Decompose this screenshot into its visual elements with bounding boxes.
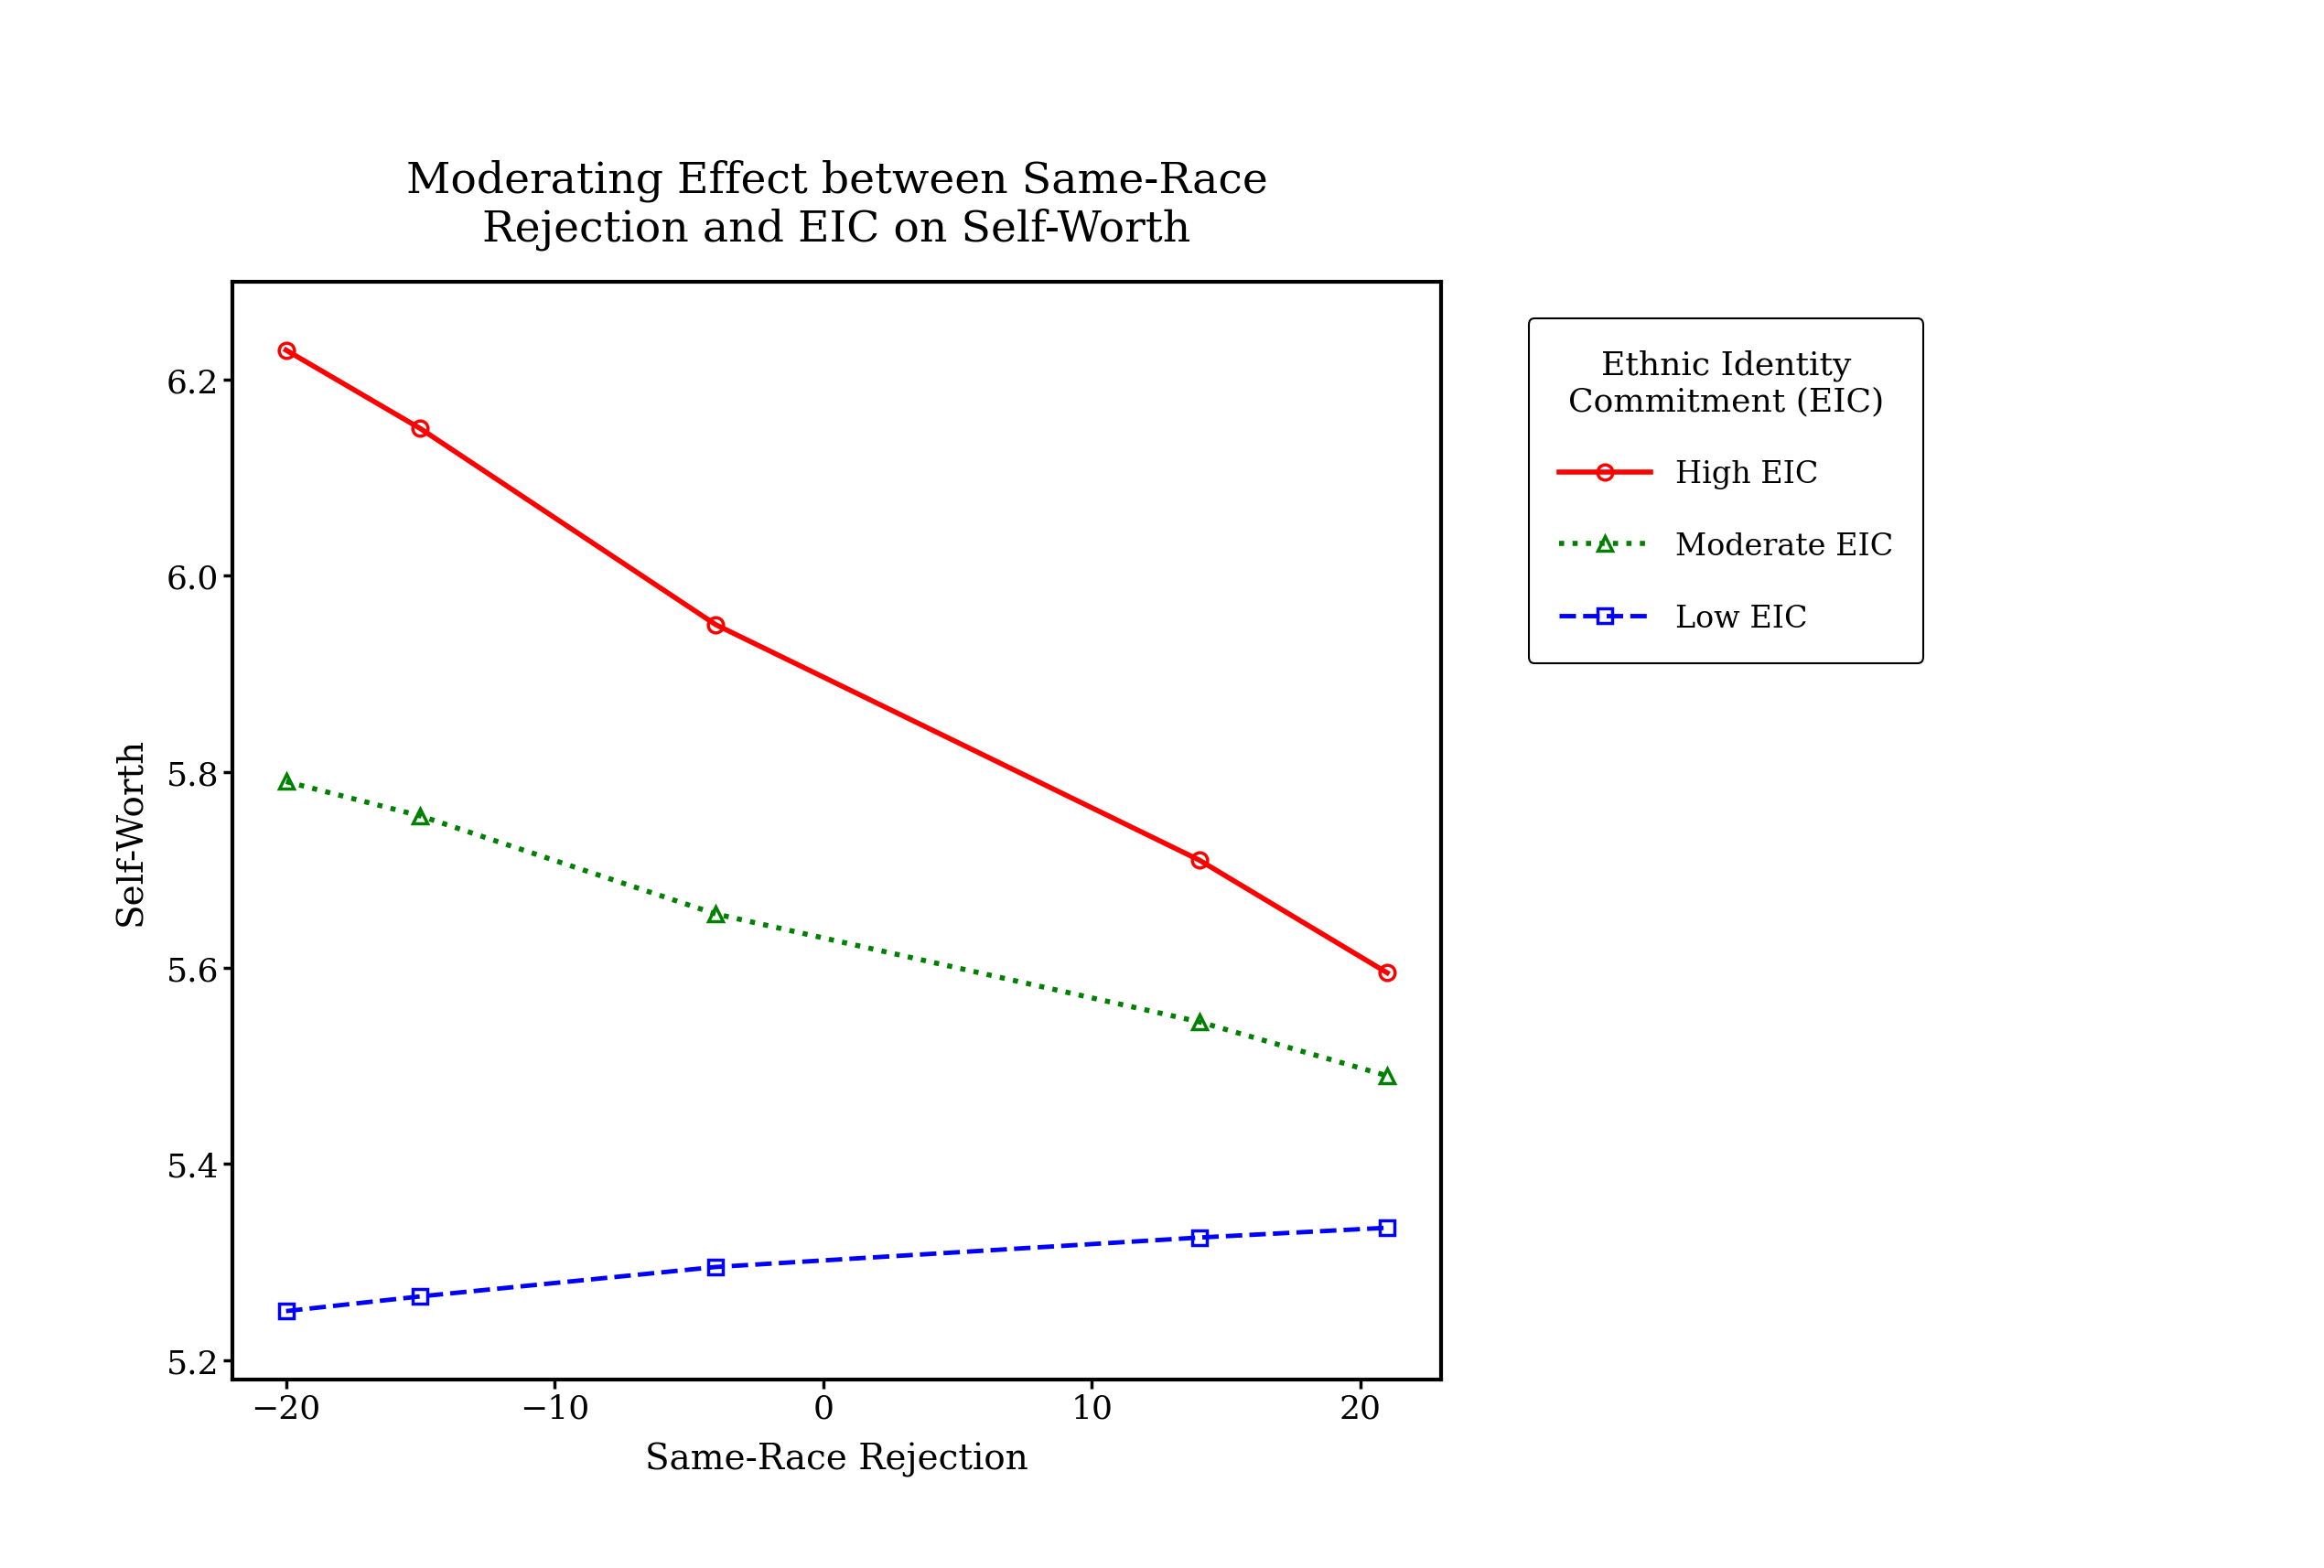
X-axis label: Same-Race Rejection: Same-Race Rejection [646, 1443, 1027, 1477]
Y-axis label: Self-Worth: Self-Worth [114, 737, 149, 925]
Text: Moderating Effect between Same-Race
Rejection and EIC on Self-Worth: Moderating Effect between Same-Race Reje… [407, 160, 1267, 251]
Legend: High EIC, Moderate EIC, Low EIC: High EIC, Moderate EIC, Low EIC [1529, 320, 1924, 663]
